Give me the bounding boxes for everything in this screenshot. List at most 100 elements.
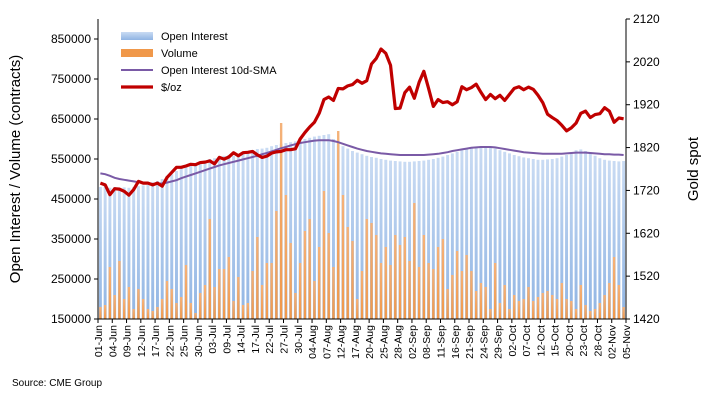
open-interest-bar	[122, 187, 126, 319]
volume-bar	[551, 295, 554, 319]
y-right-tick-label: 1420	[633, 312, 660, 326]
volume-bar	[513, 295, 516, 319]
y-left-tick-label: 850000	[51, 32, 91, 46]
volume-bar	[279, 123, 283, 319]
open-interest-bar	[455, 151, 459, 319]
x-tick-label: 09-Jun	[122, 325, 134, 357]
volume-bar	[570, 301, 573, 319]
y-right-tick-label: 1520	[633, 269, 660, 283]
legend-swatch-volume	[121, 49, 153, 57]
volume-bar	[218, 269, 221, 319]
x-tick-label: 29-Sep	[493, 325, 505, 359]
x-tick-label: 20-Oct	[564, 325, 576, 357]
x-tick-label: 01-Jun	[93, 325, 105, 357]
volume-bar	[565, 299, 568, 319]
x-tick-label: 23-Oct	[578, 325, 590, 357]
volume-bar	[589, 311, 592, 319]
open-interest-bar	[198, 162, 202, 319]
volume-bar	[332, 267, 335, 319]
y-left-tick-label: 150000	[51, 312, 91, 326]
open-interest-bar	[170, 174, 174, 319]
volume-bar	[460, 271, 464, 319]
x-tick-label: 15-Oct	[550, 325, 562, 357]
open-interest-bar	[541, 159, 545, 319]
y-right-tick-label: 1820	[633, 141, 660, 155]
volume-bar	[617, 285, 621, 319]
oi-sma-line	[100, 139, 624, 185]
open-interest-bar	[160, 179, 164, 319]
volume-bars	[99, 123, 625, 319]
x-tick-label: 28-Aug	[393, 325, 405, 359]
open-interest-bar	[270, 146, 274, 319]
volume-bar	[356, 299, 359, 319]
volume-bar	[451, 275, 454, 319]
volume-bar	[574, 309, 578, 319]
y-right-tick-label: 1920	[633, 98, 660, 112]
open-interest-bar	[460, 150, 464, 319]
y-left-tick-label: 550000	[51, 152, 91, 166]
open-interest-bar	[507, 153, 511, 319]
open-interest-bar	[536, 159, 540, 319]
volume-bar	[375, 235, 378, 319]
volume-bar	[318, 247, 321, 319]
volume-bar	[237, 277, 240, 319]
x-tick-label: 20-Aug	[364, 325, 376, 359]
x-tick-label: 28-Oct	[592, 325, 604, 357]
open-interest-bar	[265, 147, 269, 319]
volume-bar	[241, 305, 245, 319]
open-interest-bar	[351, 151, 354, 319]
open-interest-bar	[446, 155, 450, 319]
open-interest-bar	[441, 156, 445, 319]
volume-bar	[298, 263, 302, 319]
volume-bar	[555, 299, 559, 319]
x-tick-label: 22-Jun	[164, 325, 176, 357]
volume-bar	[494, 263, 497, 319]
volume-bar	[441, 239, 445, 319]
volume-bar	[379, 263, 383, 319]
x-tick-label: 08-Sep	[421, 325, 433, 359]
open-interest-bar	[251, 150, 255, 319]
open-interest-bar	[546, 159, 549, 319]
volume-bar	[389, 265, 392, 319]
volume-bar	[498, 303, 502, 319]
open-interest-bar	[103, 186, 107, 319]
volume-bar	[398, 245, 402, 319]
volume-bar	[108, 267, 112, 319]
y-left-tick-label: 250000	[51, 272, 91, 286]
legend-label-open-interest: Open Interest	[161, 31, 228, 43]
volume-bar	[208, 219, 211, 319]
open-interest-bar	[565, 155, 569, 319]
open-interest-bar	[479, 146, 483, 319]
x-tick-label: 25-Aug	[378, 325, 390, 359]
open-interest-bar	[617, 161, 621, 319]
volume-bar	[479, 283, 483, 319]
x-tick-label: 05-Nov	[621, 324, 633, 359]
volume-bar	[337, 131, 340, 319]
open-interest-bar	[213, 158, 217, 319]
volume-bar	[175, 303, 178, 319]
open-interest-bar	[117, 188, 121, 319]
x-tick-label: 25-Jun	[179, 325, 191, 357]
volume-bar	[180, 297, 183, 319]
volume-bar	[194, 313, 197, 319]
volume-bar	[170, 289, 173, 319]
x-tick-label: 07-Oct	[521, 325, 533, 357]
y-left-axis-label: Open Interest / Volume (contracts)	[7, 55, 24, 283]
volume-bar	[151, 311, 154, 319]
volume-bar	[470, 271, 473, 319]
x-tick-label: 16-Sep	[450, 325, 462, 359]
volume-bar	[270, 263, 273, 319]
volume-bar	[446, 289, 449, 319]
open-interest-bar	[141, 185, 145, 319]
volume-bar	[622, 307, 625, 319]
volume-bar	[455, 251, 459, 319]
open-interest-bar	[417, 161, 421, 319]
open-interest-bar	[241, 152, 245, 319]
open-interest-bar	[151, 183, 155, 319]
open-interest-bar	[331, 139, 335, 319]
volume-bar	[189, 303, 192, 319]
volume-bar	[142, 299, 145, 319]
volume-bar	[232, 301, 235, 319]
x-tick-label: 12-Oct	[535, 325, 547, 357]
